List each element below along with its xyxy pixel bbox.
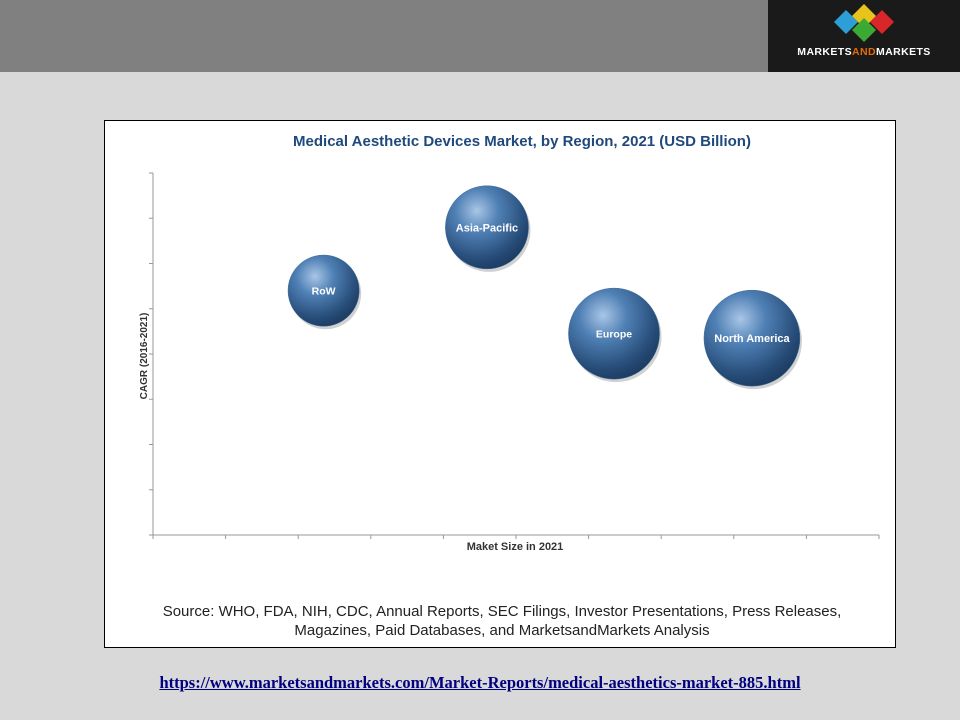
x-axis-ticks — [152, 535, 880, 539]
bubble-row — [287, 254, 360, 327]
logo-diamonds-icon — [834, 4, 894, 42]
bubble-europe — [568, 287, 660, 380]
bubble-label: North America — [714, 333, 790, 345]
bubble-label: Europe — [596, 329, 632, 341]
chart-frame: Medical Aesthetic Devices Market, by Reg… — [104, 120, 896, 648]
bubble-label: Asia-Pacific — [456, 222, 518, 234]
bubble-chart: Medical Aesthetic Devices Market, by Reg… — [139, 133, 880, 553]
bubble-label: RoW — [312, 286, 336, 298]
brand-logo: MARKETSANDMARKETS — [768, 0, 960, 72]
chart-title: Medical Aesthetic Devices Market, by Reg… — [293, 133, 751, 150]
bubble-asia-pacific — [445, 185, 529, 270]
report-url-link[interactable]: https://www.marketsandmarkets.com/Market… — [159, 673, 801, 692]
logo-wordmark: MARKETSANDMARKETS — [797, 46, 931, 58]
logo-diamond — [870, 10, 894, 34]
bubbles-group: RoW Asia-Pacific Europe North America — [287, 185, 802, 390]
logo-diamond — [852, 18, 876, 42]
bubble-north-america — [703, 289, 801, 387]
y-axis-ticks — [149, 172, 153, 536]
x-axis-label: Maket Size in 2021 — [467, 541, 564, 553]
source-note: Source: WHO, FDA, NIH, CDC, Annual Repor… — [162, 603, 842, 639]
y-axis-label: CAGR (2016-2021) — [139, 313, 150, 400]
